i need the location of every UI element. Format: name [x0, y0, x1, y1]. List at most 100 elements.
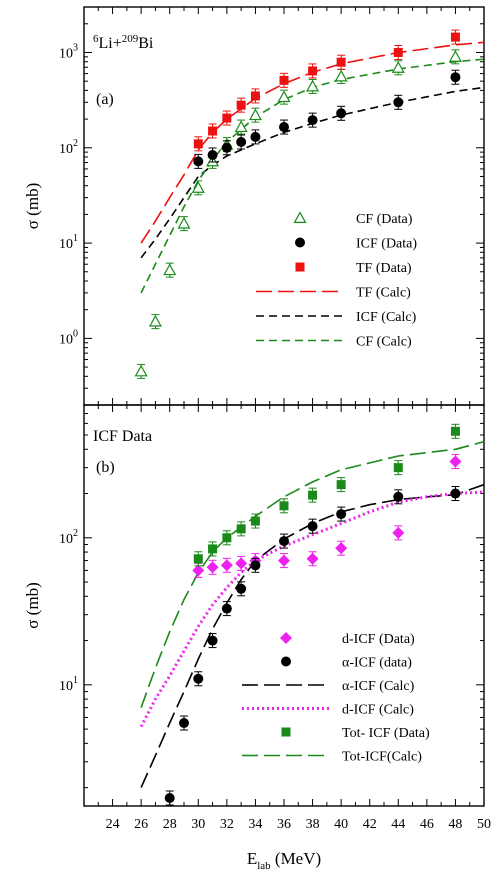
- y-tick-label-exponent: 2: [73, 528, 78, 539]
- x-tick-label: 40: [334, 817, 348, 832]
- x-tick-label: 38: [306, 817, 320, 832]
- data-point-0: [206, 561, 219, 574]
- data-point-0: [234, 120, 248, 133]
- data-point-0: [391, 61, 405, 73]
- data-point-1: [221, 603, 232, 614]
- data-point-2: [308, 66, 318, 76]
- y-tick-label-base: 10: [59, 679, 73, 694]
- reaction-title: 6Li+209Bi: [93, 33, 154, 52]
- data-point-1: [179, 718, 189, 729]
- x-tick-label: 42: [363, 817, 377, 832]
- data-point-0: [177, 216, 191, 229]
- reaction-mass-target: 209: [122, 33, 139, 45]
- data-point-4: [450, 426, 460, 436]
- data-point-1: [450, 72, 461, 83]
- data-point-1: [207, 149, 218, 160]
- data-point-4: [250, 516, 260, 526]
- data-point-4: [308, 490, 318, 500]
- x-tick-label: 48: [448, 817, 462, 832]
- data-point-1: [279, 536, 289, 547]
- x-axis-label-main: E: [247, 849, 257, 868]
- data-point-1: [236, 583, 247, 594]
- data-point-2: [236, 100, 246, 110]
- data-point-0: [306, 79, 320, 92]
- data-point-2: [193, 139, 203, 149]
- series-line-5: [140, 58, 484, 294]
- y-axis-label: σ (mb): [23, 582, 42, 628]
- data-point-0: [449, 455, 462, 468]
- legend-label: CF (Calc): [356, 335, 412, 350]
- data-point-0: [335, 542, 348, 555]
- legend-label: α-ICF (Calc): [342, 679, 415, 694]
- legend-label: TF (Data): [356, 261, 412, 276]
- y-tick-label-exponent: 0: [73, 328, 78, 339]
- data-point-4: [208, 544, 218, 554]
- x-tick-label: 32: [220, 817, 234, 832]
- x-tick-label: 26: [134, 817, 148, 832]
- legend-label: Tot-ICF(Calc): [342, 750, 422, 765]
- legend-label: ICF (Data): [356, 237, 417, 252]
- x-tick-label: 34: [248, 817, 262, 832]
- data-point-4: [222, 533, 232, 543]
- data-point-1: [164, 793, 175, 804]
- legend-label: d-ICF (Calc): [342, 703, 414, 718]
- x-axis-label-subscript: lab: [257, 860, 271, 871]
- y-tick-label-base: 10: [59, 142, 73, 157]
- legend-label: CF (Data): [356, 212, 413, 227]
- data-point-0: [448, 50, 462, 62]
- legend-label: TF (Calc): [356, 286, 411, 301]
- legend-label: ICF (Calc): [356, 310, 417, 325]
- reaction-mass-projectile: 6: [93, 33, 99, 45]
- legend-marker-1: [295, 237, 305, 248]
- panel-label: (b): [96, 459, 115, 476]
- data-point-1: [193, 673, 204, 684]
- plot-area: [134, 29, 484, 379]
- y-tick-label-exponent: 1: [73, 675, 78, 686]
- legend-marker-1: [281, 656, 291, 667]
- data-point-1: [236, 136, 247, 147]
- y-tick-label: 103: [59, 42, 78, 61]
- data-point-1: [193, 156, 204, 167]
- y-tick-label-exponent: 2: [73, 138, 78, 149]
- x-tick-label: 28: [163, 817, 177, 832]
- panel-label: (a): [96, 91, 114, 108]
- data-point-0: [278, 554, 290, 567]
- data-point-1: [307, 115, 318, 126]
- data-point-1: [336, 509, 347, 520]
- x-axis-label: Elab (MeV): [247, 849, 321, 871]
- x-tick-label: 44: [391, 817, 405, 832]
- y-tick-label-base: 10: [59, 532, 73, 547]
- y-tick-label-base: 10: [59, 332, 73, 347]
- data-point-1: [393, 97, 404, 108]
- legend-label: α-ICF (data): [342, 656, 412, 671]
- data-point-1: [279, 122, 289, 133]
- y-tick-label: 102: [59, 138, 78, 157]
- data-point-0: [306, 552, 319, 565]
- series-line-4: [140, 86, 484, 259]
- data-point-4: [279, 501, 289, 511]
- y-axis-label: σ (mb): [23, 183, 42, 229]
- data-point-4: [193, 554, 203, 564]
- legend-label: Tot- ICF (Data): [342, 726, 430, 741]
- data-point-0: [192, 564, 205, 577]
- data-point-0: [235, 557, 248, 570]
- data-point-4: [236, 524, 246, 534]
- data-point-2: [250, 91, 260, 101]
- y-tick-label-exponent: 3: [73, 42, 78, 53]
- data-point-2: [222, 113, 232, 123]
- data-point-0: [392, 526, 405, 539]
- data-point-2: [393, 47, 403, 57]
- data-point-2: [450, 32, 460, 42]
- data-point-0: [191, 181, 205, 193]
- legend-marker-2: [295, 262, 305, 272]
- y-tick-label: 101: [59, 675, 78, 694]
- x-tick-label: 36: [277, 817, 291, 832]
- plot-area: [139, 423, 484, 806]
- reaction-target: Bi: [138, 35, 154, 52]
- y-tick-label: 101: [59, 233, 78, 252]
- plot-frame: [83, 404, 485, 807]
- x-tick-label: 30: [191, 817, 205, 832]
- legend-marker-0: [293, 211, 307, 223]
- data-point-1: [250, 131, 261, 142]
- x-tick-label: 24: [106, 817, 120, 832]
